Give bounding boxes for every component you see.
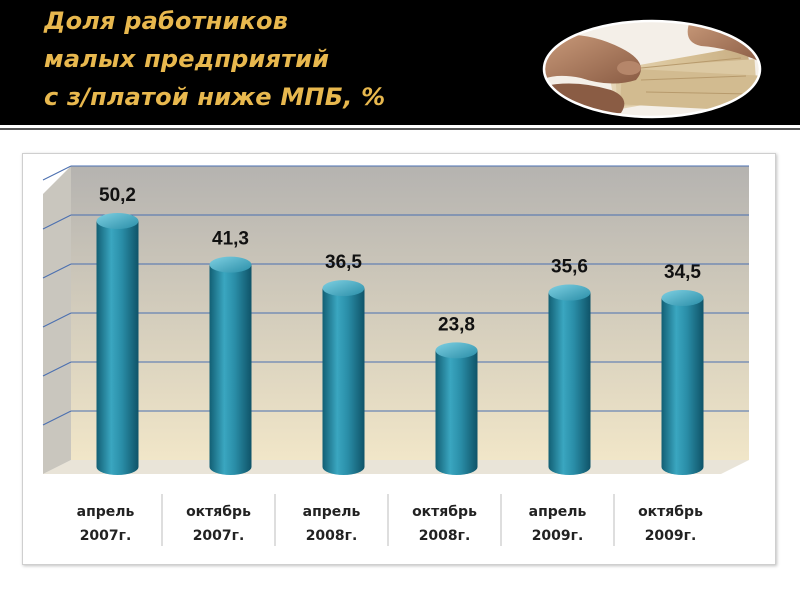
slide-header: Доля работников малых предприятий с з/пл… bbox=[0, 0, 800, 126]
value-label: 23,8 bbox=[438, 314, 475, 335]
value-label: 41,3 bbox=[212, 229, 249, 250]
category-labels: апрель 2007г. октябрь 2007г. апрель 2008г. окт… bbox=[77, 504, 703, 544]
category-label: 2008г. bbox=[306, 528, 358, 544]
bar-top bbox=[322, 280, 365, 297]
bar-body bbox=[435, 350, 478, 475]
bar-top bbox=[661, 289, 704, 306]
bar-top bbox=[548, 284, 591, 301]
category-label: октябрь bbox=[638, 504, 703, 520]
category-label: октябрь bbox=[412, 504, 477, 520]
grid-line-depth bbox=[42, 214, 72, 230]
header-divider-shadow bbox=[0, 128, 800, 130]
value-label: 34,5 bbox=[664, 262, 701, 283]
money-hands-image bbox=[542, 19, 762, 119]
bar-body bbox=[322, 288, 365, 475]
value-label: 35,6 bbox=[551, 257, 588, 278]
category-label: апрель bbox=[77, 504, 135, 520]
category-label: апрель bbox=[303, 504, 361, 520]
grid-line-depth bbox=[42, 361, 72, 377]
grid-line-depth bbox=[42, 165, 72, 181]
bars bbox=[96, 213, 704, 475]
bar-chart: 50,2 41,3 36,5 23,8 35,6 34,5 апрель 2007г. окт… bbox=[42, 165, 749, 546]
bar-top bbox=[209, 256, 252, 273]
category-label: 2007г. bbox=[193, 528, 245, 544]
bar-body bbox=[96, 221, 139, 475]
value-labels: 50,2 41,3 36,5 23,8 35,6 34,5 bbox=[99, 185, 701, 335]
chart-frame: 50,2 41,3 36,5 23,8 35,6 34,5 апрель 2007г. окт… bbox=[22, 153, 776, 565]
plot-floor bbox=[43, 460, 749, 474]
bar-body bbox=[548, 292, 591, 475]
category-dividers bbox=[161, 494, 615, 546]
value-label: 36,5 bbox=[325, 252, 362, 273]
title-line-3: с з/платой ниже МПБ, % bbox=[44, 83, 386, 111]
value-label: 50,2 bbox=[99, 185, 136, 206]
grid-line-depth bbox=[42, 263, 72, 279]
slide-title: Доля работников малых предприятий с з/пл… bbox=[44, 2, 385, 116]
grid-line-depth bbox=[42, 410, 72, 426]
bar-top bbox=[96, 213, 139, 230]
category-label: 2008г. bbox=[419, 528, 471, 544]
category-label: апрель bbox=[529, 504, 587, 520]
title-line-2: малых предприятий bbox=[44, 45, 330, 73]
banknotes bbox=[608, 46, 760, 112]
bar-body bbox=[209, 264, 252, 475]
category-label: 2007г. bbox=[80, 528, 132, 544]
bar-top bbox=[435, 342, 478, 359]
title-line-1: Доля работников bbox=[44, 7, 289, 35]
category-label: 2009г. bbox=[645, 528, 697, 544]
bar-body bbox=[661, 297, 704, 475]
grid-lines bbox=[42, 165, 749, 426]
header-divider bbox=[0, 125, 800, 128]
category-label: октябрь bbox=[186, 504, 251, 520]
category-label: 2009г. bbox=[532, 528, 584, 544]
grid-line-depth bbox=[42, 312, 72, 328]
